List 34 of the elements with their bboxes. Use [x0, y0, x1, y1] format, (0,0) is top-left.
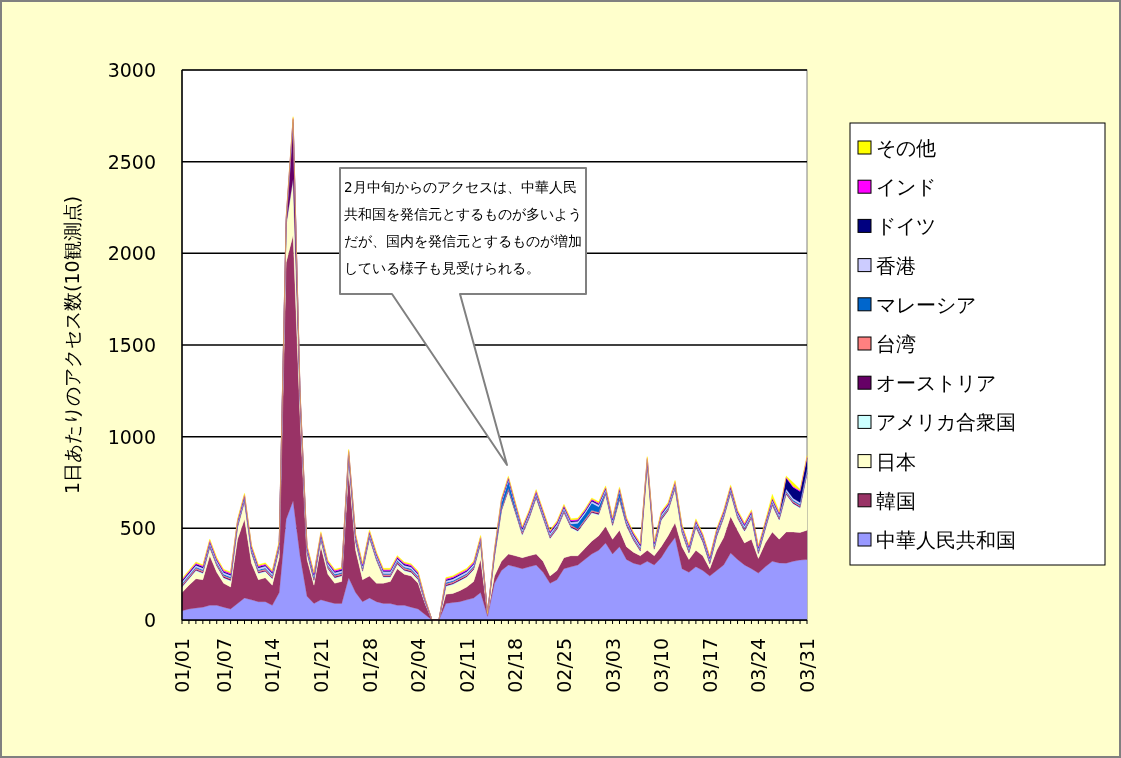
y-tick-label: 2000	[107, 242, 156, 265]
y-tick-label: 1000	[107, 425, 156, 448]
x-tick-label: 01/14	[261, 638, 284, 693]
x-tick-label: 02/18	[504, 638, 527, 693]
legend-label: 台湾	[876, 332, 916, 356]
annotation: 2月中旬からのアクセスは、中華人民共和国を発信元とするものが多いようだが、国内を発信元とするものが増加している様子も見受けられる。	[344, 178, 583, 278]
legend-label: インド	[876, 175, 936, 200]
legend-label: 韓国	[876, 488, 916, 513]
y-axis-title: 1日あたりのアクセス数(10観測点)	[61, 195, 83, 495]
y-tick-label: 500	[119, 517, 156, 540]
x-tick-label: 01/07	[212, 638, 235, 693]
x-tick-label: 03/31	[796, 638, 818, 693]
legend-label: ドイツ	[876, 214, 936, 239]
y-tick-label: 3000	[107, 59, 156, 81]
x-tick-label: 03/10	[650, 638, 673, 693]
legend-label: 日本	[876, 449, 916, 474]
legend-label: 香港	[876, 253, 916, 278]
x-tick-label: 01/01	[171, 638, 193, 693]
x-tick-label: 02/25	[552, 638, 575, 693]
legend-label: 中華人民共和国	[876, 528, 1016, 552]
x-tick-label: 03/03	[601, 638, 624, 693]
x-tick-label: 01/28	[358, 638, 381, 693]
legend-label: アメリカ合衆国	[876, 410, 1016, 435]
y-tick-label: 0	[143, 609, 156, 631]
x-tick-label: 03/17	[698, 638, 721, 693]
y-tick-label: 2500	[107, 150, 156, 173]
x-tick-label: 02/11	[455, 638, 478, 693]
x-tick-label: 02/04	[407, 638, 430, 693]
x-tick-label: 03/24	[747, 638, 770, 693]
legend-label: マレーシア	[876, 292, 976, 317]
legend-label: オーストリア	[876, 371, 996, 396]
legend-label: その他	[876, 136, 936, 160]
x-tick-label: 01/21	[309, 638, 332, 693]
y-tick-label: 1500	[107, 334, 156, 356]
